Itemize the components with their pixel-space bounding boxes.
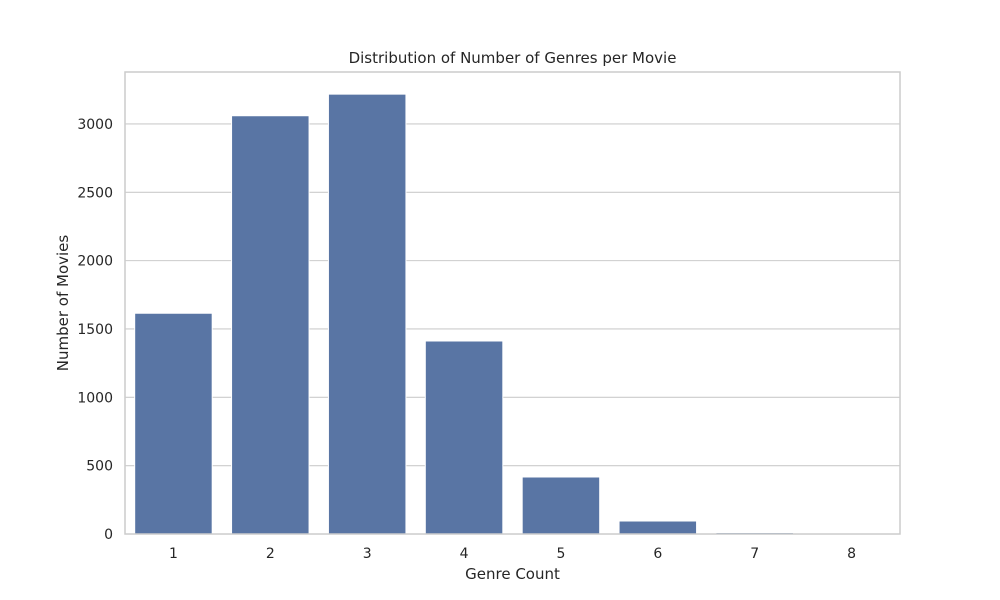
bar bbox=[618, 520, 698, 535]
y-tick-label: 1000 bbox=[77, 390, 113, 406]
bars bbox=[134, 93, 891, 535]
bar bbox=[521, 476, 601, 535]
y-tick-label: 2500 bbox=[77, 185, 113, 201]
y-tick-label: 3000 bbox=[77, 117, 113, 133]
y-tick-label: 500 bbox=[86, 459, 113, 475]
y-axis-label: Number of Movies bbox=[54, 235, 72, 372]
x-tick-label: 1 bbox=[169, 546, 178, 562]
bar bbox=[231, 115, 310, 535]
chart-title: Distribution of Number of Genres per Mov… bbox=[349, 49, 677, 67]
y-tick-label: 1500 bbox=[77, 322, 113, 338]
y-tick-label: 0 bbox=[104, 527, 113, 543]
y-tick-label: 2000 bbox=[77, 254, 113, 270]
x-tick-label: 7 bbox=[750, 546, 759, 562]
x-tick-label: 3 bbox=[363, 546, 372, 562]
x-tick-label: 5 bbox=[556, 546, 565, 562]
x-tick-label: 2 bbox=[266, 546, 275, 562]
x-tick-label: 8 bbox=[847, 546, 856, 562]
x-axis-ticks: 1 2 3 4 5 6 7 8 bbox=[169, 546, 856, 562]
bar bbox=[327, 93, 407, 535]
plot-frame bbox=[124, 71, 901, 535]
bar bbox=[424, 340, 504, 535]
bar bbox=[134, 312, 213, 535]
x-tick-label: 6 bbox=[653, 546, 662, 562]
y-axis-ticks: 0 500 1000 1500 2000 2500 3000 bbox=[77, 117, 113, 543]
x-tick-label: 4 bbox=[460, 546, 469, 562]
x-axis-label: Genre Count bbox=[465, 565, 560, 583]
